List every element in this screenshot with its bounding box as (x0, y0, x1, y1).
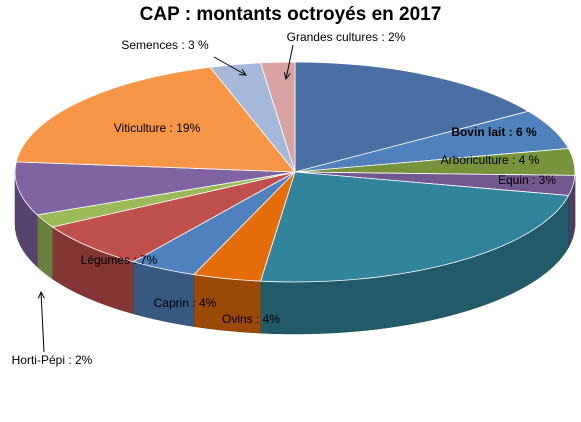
slice-label-10: Viticulture : 19% (114, 121, 201, 135)
pie-slice-12 (260, 61, 296, 173)
leader-line-layer (37, 44, 294, 353)
leader-line-11 (213, 56, 247, 76)
slice-label-5: Ovins : 4% (222, 312, 280, 326)
slice-label-2: Arboriculture : 4 % (441, 153, 540, 167)
pie-slice-4 (260, 171, 570, 283)
pie-slice-7 (51, 171, 296, 263)
label-layer: Bovin lait : 6 % Arboriculture : 4 % Equin… (12, 30, 557, 367)
slice-label-3: Equin : 3% (498, 173, 556, 187)
chart-title: CAP : montants octroyés en 2017 (139, 4, 442, 25)
pie-slice-0 (294, 61, 530, 173)
pie-side-layer (14, 171, 576, 335)
leader-arrow-8 (37, 290, 45, 299)
leader-arrow-11 (238, 68, 248, 76)
slice-label-7: Légumes : 7% (81, 253, 158, 267)
pie-top-layer (14, 61, 576, 283)
slice-label-1: Bovin lait : 6 % (451, 125, 537, 139)
slice-label-12: Grandes cultures : 2% (287, 30, 406, 44)
pie-slice-10 (15, 66, 296, 173)
leader-line-8 (40, 291, 45, 353)
leader-arrow-12 (283, 72, 291, 81)
slice-label-11: Semences : 3 % (121, 38, 209, 52)
leader-line-12 (285, 44, 294, 80)
slice-label-6: Caprin : 4% (154, 296, 217, 310)
pie-slice-9 (14, 161, 296, 216)
slice-label-8: Horti-Pépi : 2% (12, 353, 93, 367)
